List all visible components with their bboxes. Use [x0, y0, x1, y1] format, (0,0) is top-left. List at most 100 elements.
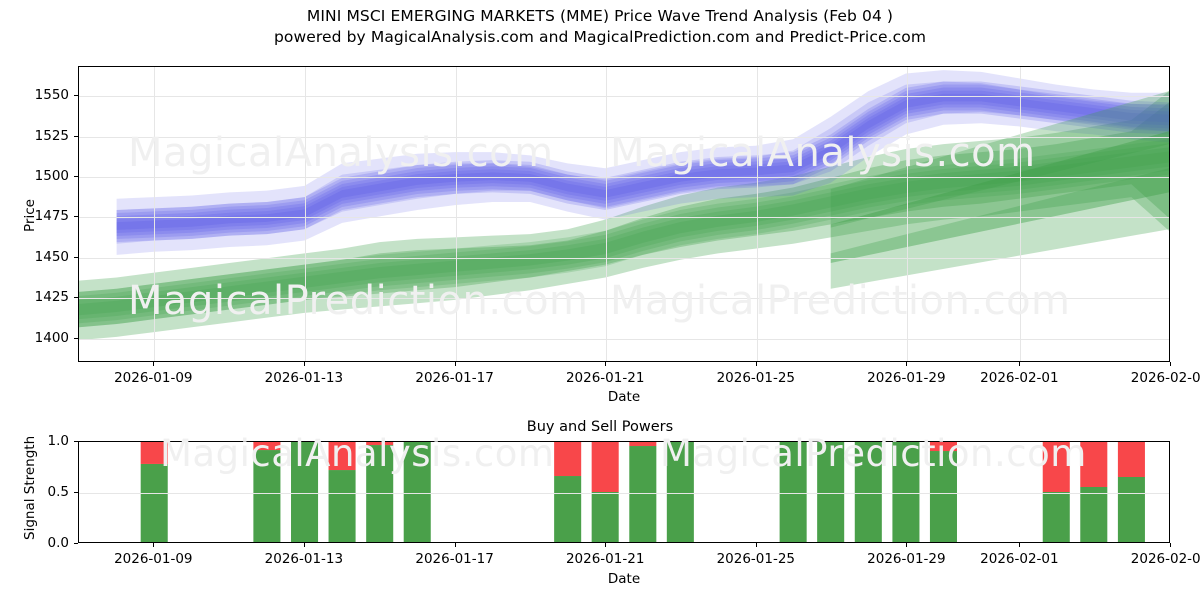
sell-power-bar: [554, 442, 582, 477]
price-gridline-v: [154, 67, 156, 361]
price-y-tick: [74, 337, 78, 339]
buy-power-bar: [854, 442, 882, 542]
signal-y-tick: [74, 441, 78, 442]
buy-power-bar: [1042, 492, 1070, 542]
sell-power-bar: [1042, 442, 1070, 492]
price-y-tick-label: 1400: [34, 329, 69, 346]
blue-band-core: [116, 87, 1169, 237]
buy-power-bar: [929, 451, 957, 542]
price-x-tick-label: 2026-02-01: [980, 370, 1059, 386]
signal-x-tick-label: 2026-01-25: [716, 551, 796, 567]
price-gridline-h: [79, 177, 1169, 178]
signal-bars: [140, 442, 1145, 542]
signal-x-tick: [755, 543, 757, 547]
signal-x-tick: [153, 543, 155, 547]
buy-power-bar: [140, 463, 168, 542]
buy-power-bar: [253, 450, 281, 542]
price-x-tick: [1019, 362, 1021, 366]
signal-x-tick-label: 2026-01-09: [114, 551, 193, 567]
signal-x-tick-label: 2026-01-29: [867, 551, 946, 567]
price-y-tick: [74, 176, 78, 177]
price-x-tick: [153, 362, 155, 366]
signal-x-tick: [454, 543, 456, 547]
price-gridline-h: [79, 257, 1169, 259]
price-x-tick-label: 2026-01-13: [264, 370, 344, 386]
price-x-tick-label: 2026-02-05: [1130, 370, 1200, 386]
buy-power-bar: [328, 470, 356, 542]
blue-band-core: [116, 81, 1169, 243]
price-gridline-v: [304, 67, 306, 361]
price-gridline-h: [79, 217, 1169, 219]
price-chart-plot-area: [78, 66, 1170, 362]
signal-y-tick-label: 0.5: [47, 484, 69, 500]
blue-band-core: [116, 84, 1169, 240]
signal-x-axis-label: Date: [607, 571, 641, 587]
price-y-tick-label: 1450: [34, 248, 69, 265]
signal-y-tick-label: 0.0: [47, 535, 69, 551]
sell-power-bar: [591, 442, 619, 492]
sell-power-bar: [366, 442, 394, 446]
signal-chart-title: Buy and Sell Powers: [526, 419, 674, 435]
price-x-tick: [1170, 362, 1171, 366]
sell-power-bar: [328, 442, 356, 471]
price-x-axis-label: Date: [607, 389, 641, 405]
buy-power-bar: [1080, 487, 1108, 542]
price-x-tick: [303, 362, 305, 366]
price-gridline-h: [79, 136, 1169, 138]
buy-power-bar: [666, 442, 694, 542]
price-x-tick-label: 2026-01-25: [716, 370, 796, 386]
signal-x-tick: [605, 543, 607, 547]
price-gridline-v: [756, 67, 758, 361]
signal-x-tick: [303, 543, 305, 547]
sell-power-bar: [929, 442, 957, 452]
buy-power-bar: [291, 442, 319, 542]
price-x-tick-label: 2026-01-17: [415, 370, 494, 386]
sell-power-bar: [1117, 442, 1145, 477]
price-x-tick: [454, 362, 456, 366]
price-y-tick: [74, 256, 78, 258]
blue-band-outer: [116, 70, 1169, 255]
price-x-tick: [605, 362, 607, 366]
signal-x-tick-label: 2026-02-05: [1130, 551, 1200, 567]
buy-power-bar: [817, 442, 845, 542]
price-y-tick-label: 1425: [34, 289, 69, 306]
signal-y-axis-label: Signal Strength: [22, 435, 38, 540]
price-y-tick: [74, 135, 78, 137]
price-y-axis-label: Price: [22, 199, 38, 232]
sell-power-bar: [629, 442, 657, 447]
buy-power-bar: [629, 446, 657, 542]
signal-x-tick: [1170, 543, 1171, 547]
price-gridline-v: [907, 67, 909, 361]
buy-power-bar: [779, 442, 807, 542]
signal-chart-plot-area: [78, 441, 1170, 543]
signal-y-tick-label: 1.0: [47, 433, 69, 449]
signal-chart-canvas: [79, 442, 1169, 542]
signal-gridline-h: [79, 493, 1169, 494]
price-gridline-v: [455, 67, 457, 361]
blue-band-core: [116, 90, 1169, 233]
price-gridline-h: [79, 298, 1169, 300]
page-title: MINI MSCI EMERGING MARKETS (MME) Price W…: [0, 6, 1200, 48]
price-y-tick-label: 1500: [34, 168, 69, 184]
green-band-core: [79, 147, 1169, 320]
buy-power-bar: [1117, 477, 1145, 542]
blue-band-core: [116, 93, 1169, 230]
price-gridline-v: [1020, 67, 1022, 361]
price-x-tick: [755, 362, 757, 366]
buy-power-bar: [591, 492, 619, 542]
signal-x-tick-label: 2026-01-21: [565, 551, 645, 567]
price-x-tick-label: 2026-01-29: [867, 370, 946, 386]
price-chart-canvas: [79, 67, 1169, 361]
signal-x-tick: [906, 543, 908, 547]
green-wedge-mid: [830, 131, 1169, 263]
price-y-tick-label: 1550: [34, 87, 69, 104]
price-x-tick-label: 2026-01-21: [565, 370, 645, 386]
blue-band-mid: [116, 81, 1169, 244]
signal-x-tick-label: 2026-01-13: [264, 551, 344, 567]
title-line-1: MINI MSCI EMERGING MARKETS (MME) Price W…: [306, 7, 894, 25]
green-band-outer: [79, 91, 1169, 341]
buy-power-bar: [892, 442, 920, 542]
price-x-tick-label: 2026-01-09: [114, 370, 193, 386]
signal-y-tick: [74, 543, 78, 544]
price-y-tick: [74, 216, 78, 218]
